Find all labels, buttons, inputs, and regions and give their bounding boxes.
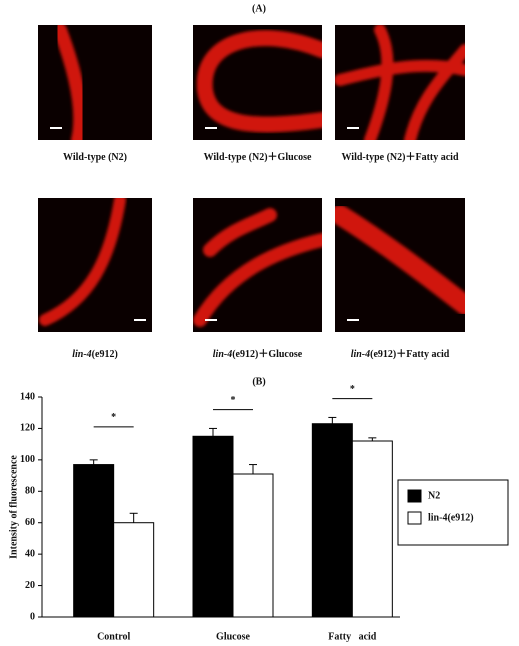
y-tick-label: 0 — [30, 611, 35, 622]
caption-italic: lin-4 — [351, 349, 370, 360]
image-caption: Wild-type (N2) — [63, 152, 127, 163]
significance-label: * — [111, 412, 116, 423]
caption-italic: lin-4 — [213, 349, 232, 360]
error-bar — [129, 512, 138, 523]
error-bar — [89, 459, 98, 465]
legend-swatch — [407, 511, 422, 525]
caption-text: (e912) — [92, 349, 118, 360]
bar — [113, 522, 155, 618]
panel-label: (A) — [252, 3, 266, 14]
worm — [39, 198, 126, 326]
caption-text: Wild-type (N2) — [63, 152, 127, 163]
worm — [53, 25, 88, 140]
legend-label: lin-4(e912) — [428, 512, 474, 523]
y-tick-label: 100 — [20, 454, 35, 465]
worm — [196, 30, 322, 133]
image-caption: lin-4(e912)＋Fatty acid — [351, 348, 450, 360]
image-caption: Wild-type (N2)＋Glucose — [204, 151, 312, 163]
bar — [232, 473, 274, 618]
error-bar — [328, 416, 337, 424]
panel-label: (B) — [252, 376, 265, 387]
y-tick-label: 60 — [25, 517, 35, 528]
caption-text: Wild-type (N2)＋Glucose — [204, 151, 312, 163]
bar — [351, 440, 393, 618]
image-caption: Wild-type (N2)＋Fatty acid — [341, 151, 458, 163]
error-bar — [249, 464, 257, 474]
image-caption: lin-4(e912) — [72, 349, 118, 360]
x-tick-label: Control — [97, 631, 130, 642]
legend-label: N2 — [428, 490, 440, 501]
y-tick-label: 120 — [20, 423, 35, 434]
bar — [192, 435, 234, 618]
legend-swatch — [407, 489, 422, 503]
caption-text: (e912)＋Fatty acid — [370, 348, 450, 360]
bar — [73, 464, 115, 618]
bar — [311, 423, 353, 618]
caption-italic: lin-4 — [72, 349, 91, 360]
worm — [335, 25, 465, 140]
significance-label: * — [231, 395, 236, 406]
error-bar — [368, 437, 377, 441]
y-tick-label: 80 — [25, 486, 35, 497]
y-tick-label: 140 — [20, 391, 35, 402]
x-tick-label: Glucose — [216, 631, 250, 642]
y-tick-label: 20 — [25, 580, 35, 591]
y-axis-label: Intensity of fluorescence — [8, 455, 19, 559]
caption-text: Wild-type (N2)＋Fatty acid — [341, 151, 458, 163]
y-tick-label: 40 — [25, 548, 35, 559]
image-caption: lin-4(e912)＋Glucose — [213, 348, 303, 360]
micrograph — [38, 25, 152, 140]
significance-label: * — [350, 384, 355, 395]
x-tick-label: Fatty acid — [328, 631, 376, 642]
error-bar — [209, 427, 217, 437]
worm — [335, 205, 465, 315]
worm — [193, 208, 322, 327]
caption-text: (e912)＋Glucose — [232, 348, 303, 360]
